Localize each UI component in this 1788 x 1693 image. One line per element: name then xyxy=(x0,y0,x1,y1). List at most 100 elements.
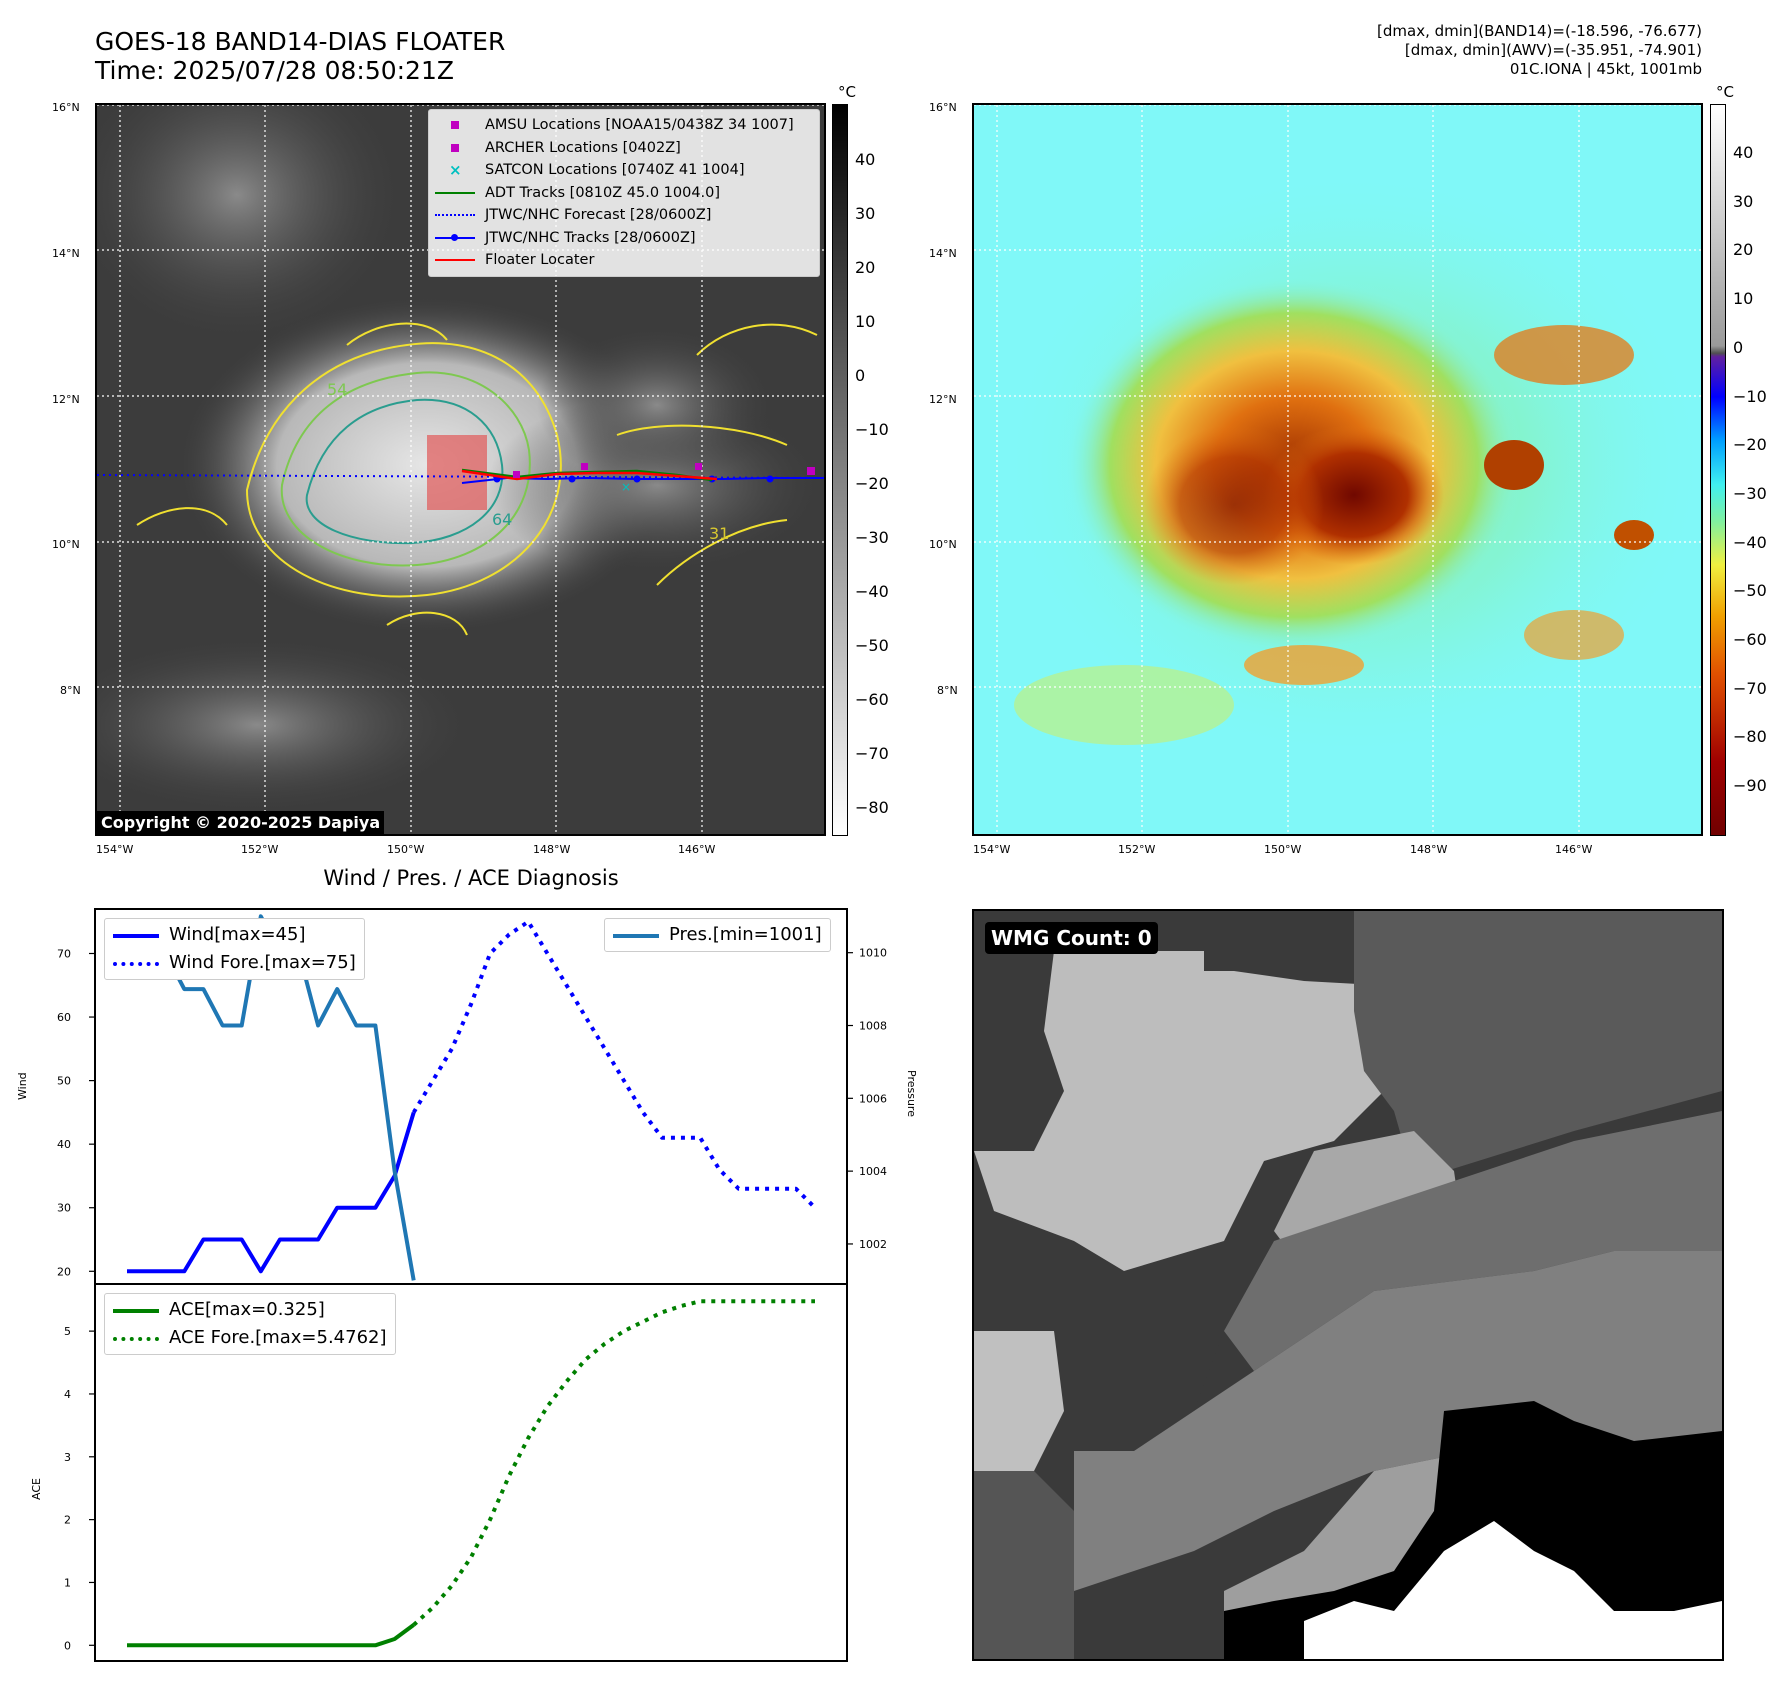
colorbar-color-tick: −40 xyxy=(1733,533,1767,552)
wmg-region xyxy=(974,1471,1074,1659)
series-line xyxy=(127,1623,415,1648)
y-tick-label: 0 xyxy=(64,1639,71,1652)
colorbar-gray-tick: 10 xyxy=(855,312,876,331)
contour-yellow xyxy=(616,424,788,446)
colorbar-gray-tick: 30 xyxy=(855,204,876,223)
lat-label: 8°N xyxy=(937,684,958,697)
colorbar-color-tick: 20 xyxy=(1733,240,1754,259)
legend-archer: ARCHER Locations [0402Z] xyxy=(435,137,813,160)
color-map-panel xyxy=(972,103,1703,836)
colorbar-color xyxy=(1710,104,1726,836)
y-tick-label: 20 xyxy=(57,1265,71,1278)
y-tick-label: 70 xyxy=(57,947,71,960)
y-tick-label: 4 xyxy=(64,1388,71,1401)
colorbar-color-tick: 10 xyxy=(1733,289,1754,308)
legend-ace-forecast: ACE Fore.[max=5.4762] xyxy=(113,1324,387,1352)
contour-teal xyxy=(305,398,504,545)
series-line xyxy=(412,1299,815,1627)
cirrus-area xyxy=(97,105,407,345)
colorbar-color-tick: 30 xyxy=(1733,192,1754,211)
lon-label: 148°W xyxy=(533,843,571,856)
page-title: GOES-18 BAND14-DIAS FLOATER xyxy=(95,27,506,56)
wmg-region xyxy=(1354,911,1722,1181)
colorbar-gray-tick: −50 xyxy=(855,636,889,655)
lat-label: 16°N xyxy=(929,101,957,114)
colorbar-gray-tick: 40 xyxy=(855,150,876,169)
legend-amsu: AMSU Locations [NOAA15/0438Z 34 1007] xyxy=(435,114,813,137)
y-tick-label: 3 xyxy=(64,1451,71,1464)
cloud-band xyxy=(537,325,777,485)
legend-adt: ADT Tracks [0810Z 45.0 1004.0] xyxy=(435,182,813,205)
wmg-region xyxy=(1224,1111,1722,1371)
satcon-marker: × xyxy=(621,480,631,494)
colorbar-color-tick: −10 xyxy=(1733,387,1767,406)
series-line xyxy=(127,1111,416,1274)
contour-yellow xyxy=(136,507,228,526)
lon-label: 154°W xyxy=(973,843,1011,856)
cirrus-area xyxy=(97,635,477,815)
jtwc-track-points xyxy=(493,475,774,483)
wmg-region xyxy=(974,1331,1064,1471)
plot-frame xyxy=(94,1283,848,1662)
colorbar-color-tick: −30 xyxy=(1733,484,1767,503)
ir-map-panel: 54 64 31 × AMSU Locations [NOAA15/0438Z … xyxy=(95,103,826,836)
colorbar-color-unit: °C xyxy=(1716,83,1734,101)
map-legend: AMSU Locations [NOAA15/0438Z 34 1007] AR… xyxy=(428,109,820,277)
page-time: Time: 2025/07/28 08:50:21Z xyxy=(95,56,454,85)
lon-label: 152°W xyxy=(241,843,279,856)
contour-label: 64 xyxy=(492,510,512,529)
floater-track-line xyxy=(461,469,718,481)
colorbar-gray-tick: −20 xyxy=(855,474,889,493)
legend-pressure: Pres.[min=1001] xyxy=(613,921,822,949)
colorbar-color-tick: −60 xyxy=(1733,630,1767,649)
y-right-tick-label: 1008 xyxy=(859,1020,887,1033)
lon-label: 152°W xyxy=(1118,843,1156,856)
lat-label: 10°N xyxy=(52,538,80,551)
legend-wind: Wind[max=45] xyxy=(113,921,356,949)
y-tick-label: 1 xyxy=(64,1576,71,1589)
storm-band xyxy=(1144,425,1324,585)
lon-label: 146°W xyxy=(678,843,716,856)
colorbar-gray xyxy=(832,104,848,836)
y-right-tick-label: 1010 xyxy=(859,947,887,960)
cloud-band xyxy=(1014,665,1234,745)
contour-yellow xyxy=(386,611,468,636)
wind-pressure-chart: 20 30 40 50 60 70 1002 1004 1006 1008 1010 xyxy=(57,908,887,1285)
y-right-tick-label: 1006 xyxy=(859,1092,887,1105)
series-line xyxy=(411,919,817,1210)
diagnosis-title: Wind / Pres. / ACE Diagnosis xyxy=(323,866,619,890)
colorbar-gray-tick: −10 xyxy=(855,420,889,439)
lat-label: 10°N xyxy=(929,538,957,551)
ace-chart: 0 1 2 3 4 5 xyxy=(64,1283,848,1662)
wmg-panel: WMG Count: 0 xyxy=(972,909,1724,1661)
info-storm: 01C.IONA | 45kt, 1001mb xyxy=(1509,60,1702,78)
info-band14: [dmax, dmin](BAND14)=(-18.596, -76.677) xyxy=(1377,22,1702,40)
colorbar-gray-tick: −40 xyxy=(855,582,889,601)
contour-yellow xyxy=(245,342,562,598)
legend-ace: ACE[max=0.325] xyxy=(113,1296,387,1324)
convective-cell xyxy=(1484,440,1544,490)
legend-jtwc-tracks: JTWC/NHC Tracks [28/0600Z] xyxy=(435,227,813,250)
contour-green xyxy=(280,371,531,567)
colorbar-color-tick: 40 xyxy=(1733,143,1754,162)
lat-label: 14°N xyxy=(929,247,957,260)
contour-label: 54 xyxy=(327,380,347,399)
y-tick-label: 30 xyxy=(57,1202,71,1215)
legend-satcon: × SATCON Locations [0740Z 41 1004] xyxy=(449,161,745,180)
wind-legend: Wind[max=45] Wind Fore.[max=75] xyxy=(104,918,365,980)
y-tick-label: 2 xyxy=(64,1514,71,1527)
wmg-region xyxy=(1074,1251,1722,1591)
colorbar-color-tick: −80 xyxy=(1733,727,1767,746)
wmg-count-label: WMG Count: 0 xyxy=(985,922,1158,954)
lat-label: 12°N xyxy=(929,393,957,406)
color-map-image xyxy=(974,105,1701,834)
wmg-region-coldest xyxy=(1304,1521,1722,1659)
colorbar-color-tick: −90 xyxy=(1733,776,1767,795)
lon-label: 150°W xyxy=(387,843,425,856)
amsu-archer-points xyxy=(513,463,815,478)
info-awv: [dmax, dmin](AWV)=(-35.951, -74.901) xyxy=(1404,41,1702,59)
convective-cell xyxy=(1524,610,1624,660)
copyright-label: Copyright © 2020-2025 Dapiya xyxy=(97,811,385,834)
colorbar-color-tick: 0 xyxy=(1733,338,1744,357)
